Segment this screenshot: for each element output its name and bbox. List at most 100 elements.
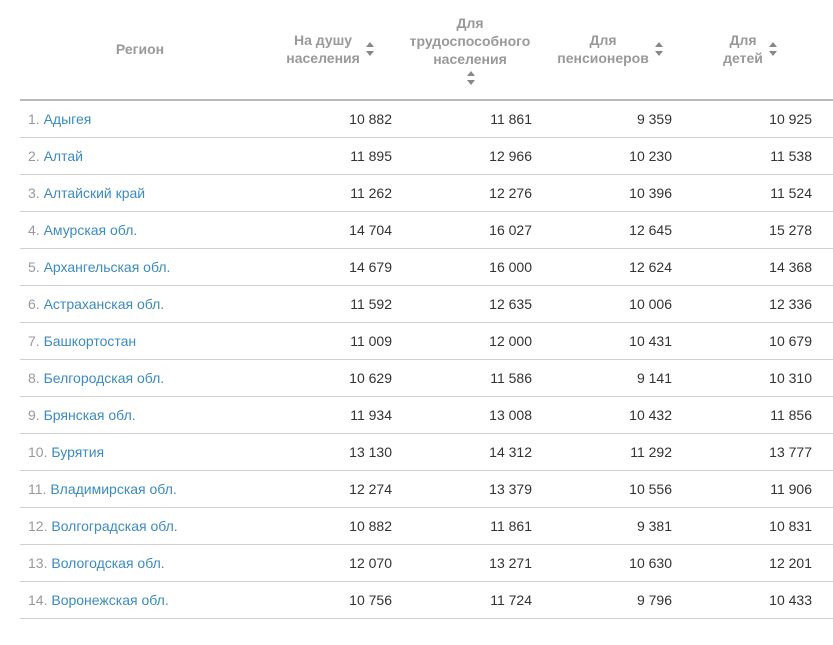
cell-pension: 10 432 [540, 396, 680, 433]
sort-icon[interactable] [655, 42, 663, 56]
cell-children: 14 368 [680, 248, 820, 285]
cell-pension: 9 796 [540, 581, 680, 618]
cell-working: 16 000 [400, 248, 540, 285]
cell-cutoff [820, 174, 833, 211]
region-link[interactable]: Вологодская обл. [51, 555, 164, 571]
cell-pension: 12 645 [540, 211, 680, 248]
col-header-region[interactable]: Регион [20, 0, 260, 100]
cell-region: 12. Волгоградская обл. [20, 507, 260, 544]
cell-children: 11 856 [680, 396, 820, 433]
cell-cutoff [820, 359, 833, 396]
cell-percap: 11 592 [260, 285, 400, 322]
cell-working: 12 635 [400, 285, 540, 322]
cell-working: 12 276 [400, 174, 540, 211]
cell-pension: 10 630 [540, 544, 680, 581]
table-row: 5. Архангельская обл.14 67916 00012 6241… [20, 248, 833, 285]
col-header-label: Дляпенсионеров [557, 31, 649, 67]
row-number: 10. [28, 444, 51, 460]
table-row: 4. Амурская обл.14 70416 02712 64515 278 [20, 211, 833, 248]
col-header-pension[interactable]: Дляпенсионеров [540, 0, 680, 100]
cell-percap: 11 009 [260, 322, 400, 359]
cell-percap: 11 262 [260, 174, 400, 211]
cell-region: 13. Вологодская обл. [20, 544, 260, 581]
region-link[interactable]: Амурская обл. [44, 222, 138, 238]
cell-percap: 11 895 [260, 137, 400, 174]
row-number: 14. [28, 592, 51, 608]
col-header-label: Длятрудоспособногонаселения [410, 14, 531, 69]
cell-working: 13 271 [400, 544, 540, 581]
sort-icon[interactable] [467, 71, 475, 85]
cell-region: 8. Белгородская обл. [20, 359, 260, 396]
region-link[interactable]: Белгородская обл. [44, 370, 165, 386]
region-link[interactable]: Башкортостан [44, 333, 137, 349]
region-link[interactable]: Алтай [44, 148, 83, 164]
cell-percap: 12 070 [260, 544, 400, 581]
table-row: 2. Алтай11 89512 96610 23011 538 [20, 137, 833, 174]
sort-icon[interactable] [366, 42, 374, 56]
row-number: 4. [28, 222, 44, 238]
cell-pension: 11 292 [540, 433, 680, 470]
region-link[interactable]: Алтайский край [44, 185, 146, 201]
sort-icon[interactable] [769, 42, 777, 56]
cell-region: 14. Воронежская обл. [20, 581, 260, 618]
region-link[interactable]: Воронежская обл. [51, 592, 168, 608]
table-row: 1. Адыгея10 88211 8619 35910 925 [20, 100, 833, 138]
table-row: 11. Владимирская обл.12 27413 37910 5561… [20, 470, 833, 507]
cell-working: 11 861 [400, 507, 540, 544]
region-link[interactable]: Архангельская обл. [44, 259, 171, 275]
cell-pension: 9 381 [540, 507, 680, 544]
col-header-percap[interactable]: На душунаселения [260, 0, 400, 100]
cell-cutoff [820, 470, 833, 507]
cell-percap: 11 934 [260, 396, 400, 433]
cell-region: 1. Адыгея [20, 100, 260, 138]
col-header-cutoff[interactable]: Ск [820, 0, 833, 100]
row-number: 1. [28, 111, 44, 127]
cell-cutoff [820, 433, 833, 470]
cell-percap: 10 756 [260, 581, 400, 618]
cell-percap: 13 130 [260, 433, 400, 470]
cell-cutoff [820, 581, 833, 618]
region-link[interactable]: Владимирская обл. [50, 481, 176, 497]
region-link[interactable]: Брянская обл. [44, 407, 136, 423]
cell-working: 12 000 [400, 322, 540, 359]
cell-region: 10. Бурятия [20, 433, 260, 470]
cell-region: 4. Амурская обл. [20, 211, 260, 248]
cell-children: 10 679 [680, 322, 820, 359]
table-row: 13. Вологодская обл.12 07013 27110 63012… [20, 544, 833, 581]
row-number: 2. [28, 148, 44, 164]
cell-children: 11 538 [680, 137, 820, 174]
cell-children: 10 925 [680, 100, 820, 138]
region-link[interactable]: Адыгея [44, 111, 92, 127]
region-link[interactable]: Волгоградская обл. [51, 518, 177, 534]
cell-working: 16 027 [400, 211, 540, 248]
cell-percap: 10 629 [260, 359, 400, 396]
cell-working: 11 724 [400, 581, 540, 618]
table-body: 1. Адыгея10 88211 8619 35910 9252. Алтай… [20, 100, 833, 619]
region-link[interactable]: Бурятия [51, 444, 104, 460]
cell-cutoff [820, 507, 833, 544]
cell-region: 3. Алтайский край [20, 174, 260, 211]
col-header-children[interactable]: Длядетей [680, 0, 820, 100]
col-header-label: На душунаселения [286, 31, 360, 67]
table-row: 3. Алтайский край11 26212 27610 39611 52… [20, 174, 833, 211]
table-row: 8. Белгородская обл.10 62911 5869 14110 … [20, 359, 833, 396]
cell-working: 13 008 [400, 396, 540, 433]
row-number: 6. [28, 296, 44, 312]
cell-region: 11. Владимирская обл. [20, 470, 260, 507]
cell-region: 2. Алтай [20, 137, 260, 174]
cell-pension: 10 230 [540, 137, 680, 174]
table-row: 7. Башкортостан11 00912 00010 43110 679 [20, 322, 833, 359]
table-row: 9. Брянская обл. 11 93413 00810 43211 856 [20, 396, 833, 433]
cell-working: 12 966 [400, 137, 540, 174]
cell-percap: 12 274 [260, 470, 400, 507]
cell-region: 5. Архангельская обл. [20, 248, 260, 285]
cell-pension: 9 359 [540, 100, 680, 138]
cell-cutoff [820, 211, 833, 248]
cell-children: 13 777 [680, 433, 820, 470]
row-number: 9. [28, 407, 44, 423]
col-header-label: Длядетей [723, 31, 763, 67]
data-table: Регион На душунаселения Длятрудоспособно… [20, 0, 833, 619]
region-link[interactable]: Астраханская обл. [44, 296, 165, 312]
cell-pension: 10 431 [540, 322, 680, 359]
col-header-working[interactable]: Длятрудоспособногонаселения [400, 0, 540, 100]
